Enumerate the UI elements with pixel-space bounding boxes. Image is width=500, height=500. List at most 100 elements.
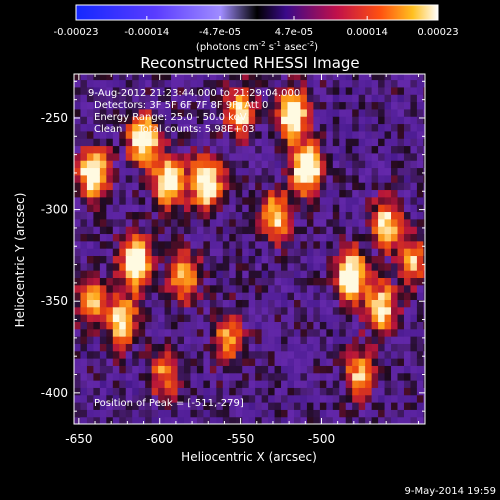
heatmap-cell <box>358 372 366 381</box>
heatmap-cell <box>391 409 399 418</box>
heatmap-cell <box>86 218 95 227</box>
heatmap-cell <box>261 343 269 352</box>
heatmap-cell <box>112 204 120 213</box>
heatmap-cell <box>106 350 114 359</box>
heatmap-cell <box>268 402 276 410</box>
heatmap-cell <box>106 189 114 198</box>
heatmap-cell <box>384 336 392 344</box>
heatmap-cell <box>209 358 217 366</box>
heatmap-cell <box>132 189 140 198</box>
heatmap-cell <box>281 394 289 403</box>
heatmap-cell <box>93 358 101 366</box>
colorbar-tick-label: 0.00014 <box>346 27 387 38</box>
heatmap-cell <box>332 86 340 95</box>
heatmap-cell <box>145 160 153 169</box>
heatmap-cell <box>106 299 114 308</box>
heatmap-cell <box>216 409 224 418</box>
footer-date: 9-May-2014 19:59 <box>404 486 496 497</box>
heatmap-cell <box>80 306 88 315</box>
heatmap-cell <box>190 182 198 191</box>
heatmap-cell <box>332 108 340 117</box>
heatmap-cell <box>339 226 347 235</box>
heatmap-cell <box>222 182 230 191</box>
heatmap-cell <box>339 336 347 344</box>
heatmap-cell <box>86 167 95 176</box>
heatmap-cell <box>274 211 282 220</box>
heatmap-cell <box>119 79 127 88</box>
heatmap-cell <box>229 233 237 242</box>
heatmap-cell <box>423 350 425 359</box>
heatmap-cell <box>119 145 127 154</box>
heatmap-cell <box>112 270 120 279</box>
heatmap-cell <box>86 101 95 110</box>
heatmap-cell <box>138 138 146 147</box>
heatmap-cell <box>158 343 166 352</box>
heatmap-cell <box>248 189 256 198</box>
heatmap-cell <box>391 416 399 424</box>
heatmap-cell <box>274 152 282 161</box>
heatmap-cell <box>138 86 146 95</box>
heatmap-cell <box>235 387 243 396</box>
heatmap-cell <box>203 380 211 388</box>
heatmap-cell <box>203 387 211 396</box>
heatmap-cell <box>313 292 321 300</box>
heatmap-cell <box>74 101 82 110</box>
heatmap-cell <box>365 189 373 198</box>
heatmap-cell <box>274 299 282 308</box>
heatmap-cell <box>132 372 140 381</box>
heatmap-cell <box>222 167 230 176</box>
heatmap-cell <box>326 123 334 132</box>
heatmap-cell <box>158 138 166 147</box>
heatmap-cell <box>74 116 82 125</box>
heatmap-cell <box>293 174 302 183</box>
heatmap-cell <box>423 196 425 205</box>
heatmap-cell <box>203 240 211 249</box>
heatmap-cell <box>397 262 405 271</box>
heatmap-cell <box>171 306 179 315</box>
heatmap-cell <box>164 394 172 403</box>
heatmap-cell <box>235 314 243 322</box>
heatmap-cell <box>274 387 282 396</box>
heatmap-cell <box>345 74 353 81</box>
heatmap-cell <box>410 167 418 176</box>
heatmap-cell <box>86 240 95 249</box>
heatmap-cell <box>183 86 192 95</box>
heatmap-cell <box>222 130 230 139</box>
heatmap-cell <box>164 292 172 300</box>
heatmap-cell <box>203 94 211 103</box>
heatmap-cell <box>145 321 153 330</box>
heatmap-cell <box>229 350 237 359</box>
heatmap-cell <box>158 196 166 205</box>
heatmap-cell <box>384 94 392 103</box>
heatmap-cell <box>203 189 211 198</box>
heatmap-cell <box>352 101 360 110</box>
heatmap-cell <box>177 255 185 264</box>
heatmap-cell <box>112 387 120 396</box>
heatmap-cell <box>416 292 424 300</box>
heatmap-cell <box>339 328 347 337</box>
heatmap-cell <box>345 394 353 403</box>
heatmap-cell <box>391 402 399 410</box>
heatmap-cell <box>352 116 360 125</box>
heatmap-cell <box>416 416 424 424</box>
heatmap-cell <box>345 79 353 88</box>
heatmap-cell <box>423 416 425 424</box>
heatmap-cell <box>268 130 276 139</box>
heatmap-cell <box>183 306 192 315</box>
heatmap-cell <box>339 94 347 103</box>
heatmap-cell <box>345 116 353 125</box>
heatmap-cell <box>190 328 198 337</box>
heatmap-cell <box>190 314 198 322</box>
heatmap-cell <box>378 167 386 176</box>
heatmap-cell <box>235 101 243 110</box>
heatmap-cell <box>255 152 263 161</box>
heatmap-cell <box>378 270 386 279</box>
heatmap-cell <box>138 328 146 337</box>
heatmap-cell <box>138 350 146 359</box>
heatmap-cell <box>132 79 140 88</box>
heatmap-cell <box>99 387 107 396</box>
heatmap-cell <box>371 108 379 117</box>
heatmap-cell <box>281 211 289 220</box>
heatmap-cell <box>196 350 205 359</box>
heatmap-cell <box>145 299 153 308</box>
